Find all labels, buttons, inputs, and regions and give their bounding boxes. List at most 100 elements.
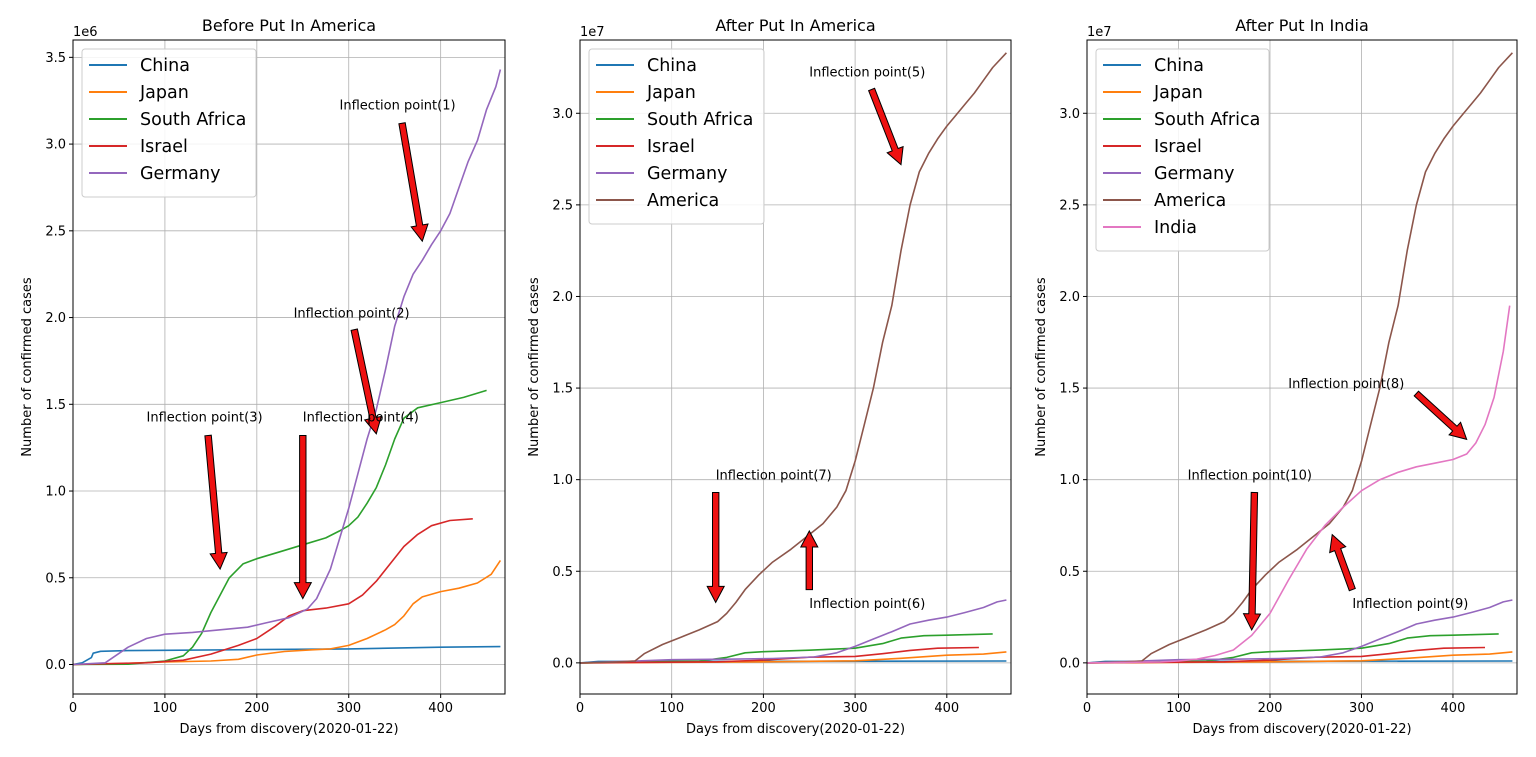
annotation-arrow [350, 328, 383, 435]
legend-label-america: America [1154, 191, 1226, 211]
y-tick-label: 2.0 [45, 311, 66, 326]
axis-offset-text: 1e6 [73, 25, 98, 40]
legend-label-south-africa: South Africa [140, 110, 246, 130]
x-tick-label: 0 [1083, 701, 1091, 716]
annotation-label: Inflection point(2) [294, 307, 410, 322]
legend-label-germany: Germany [140, 164, 220, 184]
series-line-america [579, 52, 1007, 664]
y-axis-label: Number of confirmed cases [1034, 277, 1049, 457]
series-line-south-africa [72, 389, 487, 666]
annotation-label: Inflection point(4) [303, 411, 419, 426]
annotation-label: Inflection point(5) [809, 66, 925, 81]
legend-label-china: China [647, 56, 697, 76]
x-axis-label: Days from discovery(2020-01-22) [179, 722, 398, 737]
y-tick-label: 0.0 [45, 658, 66, 673]
y-tick-label: 2.5 [552, 198, 573, 213]
annotation-label: Inflection point(9) [1352, 597, 1468, 612]
y-tick-label: 0.5 [1059, 565, 1080, 580]
x-axis-label: Days from discovery(2020-01-22) [1192, 722, 1411, 737]
legend-label-israel: Israel [140, 137, 188, 157]
legend-label-israel: Israel [647, 137, 695, 157]
legend-label-america: America [647, 191, 719, 211]
legend-label-india: India [1154, 218, 1197, 238]
chart-panel-3: 0 100 200 300 400 0.0 0.5 1.0 1.5 2.0 2.5 3.0 1e7 Aft… [1034, 16, 1518, 737]
x-tick-label: 0 [576, 701, 584, 716]
annotation-arrow [204, 434, 228, 571]
x-tick-label: 300 [336, 701, 361, 716]
legend-label-japan: Japan [646, 83, 696, 103]
axes-frame [72, 39, 506, 695]
y-tick-label: 0.5 [552, 565, 573, 580]
series-line-israel [579, 646, 979, 664]
annotation-arrow [1242, 491, 1262, 631]
annotation-label: Inflection point(7) [716, 469, 832, 484]
legend-label-japan: Japan [139, 83, 189, 103]
annotation-label: Inflection point(8) [1288, 377, 1404, 392]
series-line-israel [1086, 646, 1486, 664]
x-tick-label: 200 [751, 701, 776, 716]
legend-label-south-africa: South Africa [1154, 110, 1260, 130]
legend-label-germany: Germany [1154, 164, 1234, 184]
annotation-label: Inflection point(3) [147, 411, 263, 426]
annotation-arrow [1413, 390, 1468, 441]
axes-frame [1086, 39, 1518, 695]
series-line-south-africa [1086, 633, 1499, 664]
annotation-arrow [706, 492, 726, 604]
x-tick-label: 200 [1258, 701, 1283, 716]
y-tick-label: 2.0 [1059, 290, 1080, 305]
y-tick-label: 1.0 [1059, 473, 1080, 488]
legend-label-germany: Germany [647, 164, 727, 184]
y-tick-label: 1.5 [552, 382, 573, 397]
x-tick-label: 400 [1441, 701, 1466, 716]
series-line-japan [579, 651, 1007, 664]
y-axis-label: Number of confirmed cases [20, 277, 35, 457]
y-tick-label: 3.0 [1059, 107, 1080, 122]
legend-label-japan: Japan [1153, 83, 1203, 103]
y-tick-label: 2.0 [552, 290, 573, 305]
annotation-arrow [799, 529, 819, 591]
annotation-label: Inflection point(1) [340, 98, 456, 113]
series-line-china [72, 645, 501, 666]
y-tick-label: 1.0 [552, 473, 573, 488]
x-tick-label: 0 [69, 701, 77, 716]
annotation-arrow [867, 87, 904, 166]
x-tick-label: 100 [153, 701, 178, 716]
legend-label-south-africa: South Africa [647, 110, 753, 130]
x-tick-label: 200 [244, 701, 269, 716]
chart-title: After Put In India [1235, 16, 1369, 35]
x-tick-label: 300 [1349, 701, 1374, 716]
legend-box [81, 48, 257, 198]
x-tick-label: 400 [934, 701, 959, 716]
series-line-germany [72, 69, 502, 666]
chart-panel-2: 0 100 200 300 400 0.0 0.5 1.0 1.5 2.0 2.5 3.0 1e7 Aft… [527, 16, 1012, 737]
y-tick-label: 1.0 [45, 485, 66, 500]
axis-offset-text: 1e7 [1087, 25, 1112, 40]
y-tick-label: 0.5 [45, 571, 66, 586]
chart-title: After Put In America [715, 16, 875, 35]
series-line-japan [1086, 651, 1513, 664]
y-tick-label: 3.0 [45, 138, 66, 153]
x-tick-label: 100 [1166, 701, 1191, 716]
series-line-israel [72, 518, 473, 666]
annotation-label: Inflection point(10) [1188, 469, 1312, 484]
legend-label-china: China [140, 56, 190, 76]
y-tick-label: 1.5 [1059, 382, 1080, 397]
legend-label-china: China [1154, 56, 1204, 76]
x-tick-label: 300 [843, 701, 868, 716]
annotation-arrow [293, 435, 313, 600]
legend-label-israel: Israel [1154, 137, 1202, 157]
y-tick-label: 2.5 [1059, 198, 1080, 213]
series-line-america [1086, 52, 1513, 664]
y-tick-label: 0.0 [1059, 656, 1080, 671]
y-tick-label: 2.5 [45, 224, 66, 239]
y-axis-label: Number of confirmed cases [527, 277, 542, 457]
series-line-germany [579, 599, 1007, 664]
series-line-south-africa [579, 633, 993, 664]
x-tick-label: 100 [659, 701, 684, 716]
annotation-arrow [1329, 533, 1356, 592]
series-line-germany [1086, 599, 1513, 664]
y-tick-label: 1.5 [45, 398, 66, 413]
x-tick-label: 400 [428, 701, 453, 716]
axis-offset-text: 1e7 [580, 25, 605, 40]
annotation-arrow [398, 122, 429, 243]
